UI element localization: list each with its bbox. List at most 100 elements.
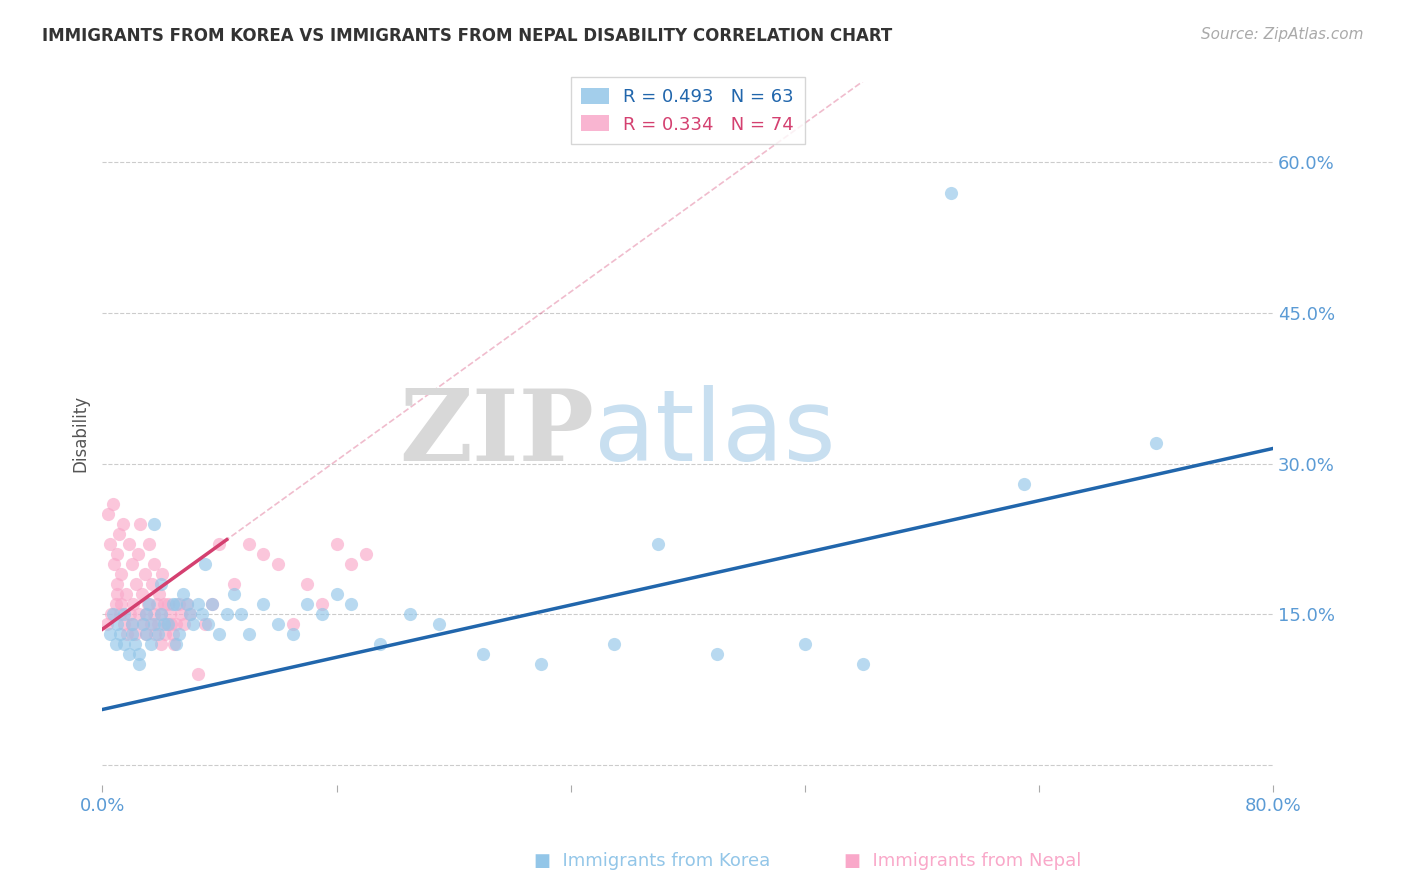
Point — [153, 617, 176, 632]
Point — [179, 607, 201, 621]
Point — [128, 647, 150, 661]
Text: IMMIGRANTS FROM KOREA VS IMMIGRANTS FROM NEPAL DISABILITY CORRELATION CHART: IMMIGRANTS FROM KOREA VS IMMIGRANTS FROM… — [42, 27, 893, 45]
Point — [97, 507, 120, 521]
Point — [104, 637, 127, 651]
Point — [340, 597, 363, 611]
Point — [354, 547, 377, 561]
Point — [267, 617, 290, 632]
Point — [340, 557, 363, 571]
Point — [281, 617, 304, 632]
Point — [201, 597, 224, 611]
Point — [112, 607, 135, 621]
Point — [149, 577, 172, 591]
Point — [471, 647, 494, 661]
Point — [170, 607, 193, 621]
Point — [146, 627, 169, 641]
Point — [163, 637, 186, 651]
Point — [134, 566, 156, 581]
Point — [110, 566, 132, 581]
Point — [172, 587, 194, 601]
Point — [105, 587, 128, 601]
Point — [135, 627, 157, 641]
Point — [194, 617, 217, 632]
Point — [165, 617, 187, 632]
Point — [852, 657, 875, 672]
Point — [162, 627, 184, 641]
Point — [647, 537, 669, 551]
Text: ■  Immigrants from Nepal: ■ Immigrants from Nepal — [844, 852, 1081, 870]
Point — [197, 617, 219, 632]
Point — [252, 597, 274, 611]
Text: atlas: atlas — [593, 385, 835, 482]
Point — [105, 617, 128, 632]
Legend: R = 0.493   N = 63, R = 0.334   N = 74: R = 0.493 N = 63, R = 0.334 N = 74 — [571, 77, 804, 145]
Point — [215, 607, 238, 621]
Point — [297, 597, 319, 611]
Point — [107, 526, 129, 541]
Point — [173, 617, 195, 632]
Point — [194, 557, 217, 571]
Point — [108, 607, 131, 621]
Point — [793, 637, 815, 651]
Point — [297, 577, 319, 591]
Point — [129, 516, 152, 531]
Point — [252, 547, 274, 561]
Point — [165, 597, 187, 611]
Point — [325, 587, 347, 601]
Point — [162, 597, 184, 611]
Point — [149, 607, 172, 621]
Point — [167, 597, 190, 611]
Point — [153, 597, 176, 611]
Point — [121, 627, 143, 641]
Point — [208, 627, 231, 641]
Point — [149, 607, 172, 621]
Point — [100, 607, 122, 621]
Point — [132, 617, 155, 632]
Point — [132, 617, 155, 632]
Point — [155, 627, 177, 641]
Point — [176, 597, 198, 611]
Point — [136, 597, 159, 611]
Point — [325, 537, 347, 551]
Point — [141, 577, 163, 591]
Point — [160, 617, 183, 632]
Point — [124, 637, 146, 651]
Point — [139, 617, 162, 632]
Point — [103, 557, 125, 571]
Point — [1012, 476, 1035, 491]
Point — [98, 537, 121, 551]
Point — [110, 597, 132, 611]
Point — [98, 627, 121, 641]
Point — [101, 607, 124, 621]
Point — [939, 186, 962, 200]
Point — [398, 607, 420, 621]
Point — [1144, 436, 1167, 450]
Point — [186, 597, 208, 611]
Point — [125, 577, 148, 591]
Point — [112, 617, 135, 632]
Point — [108, 627, 131, 641]
Point — [181, 617, 204, 632]
Point — [135, 607, 157, 621]
Point — [311, 607, 333, 621]
Point — [152, 566, 174, 581]
Point — [128, 657, 150, 672]
Point — [603, 637, 626, 651]
Point — [149, 637, 172, 651]
Point — [267, 557, 290, 571]
Point — [281, 627, 304, 641]
Point — [138, 597, 160, 611]
Point — [143, 627, 166, 641]
Point — [159, 607, 181, 621]
Point — [142, 557, 165, 571]
Text: Source: ZipAtlas.com: Source: ZipAtlas.com — [1201, 27, 1364, 42]
Point — [222, 577, 245, 591]
Point — [176, 597, 198, 611]
Point — [111, 516, 134, 531]
Point — [138, 537, 160, 551]
Point — [186, 667, 208, 681]
Point — [142, 607, 165, 621]
Point — [238, 627, 260, 641]
Point — [427, 617, 450, 632]
Point — [120, 607, 142, 621]
